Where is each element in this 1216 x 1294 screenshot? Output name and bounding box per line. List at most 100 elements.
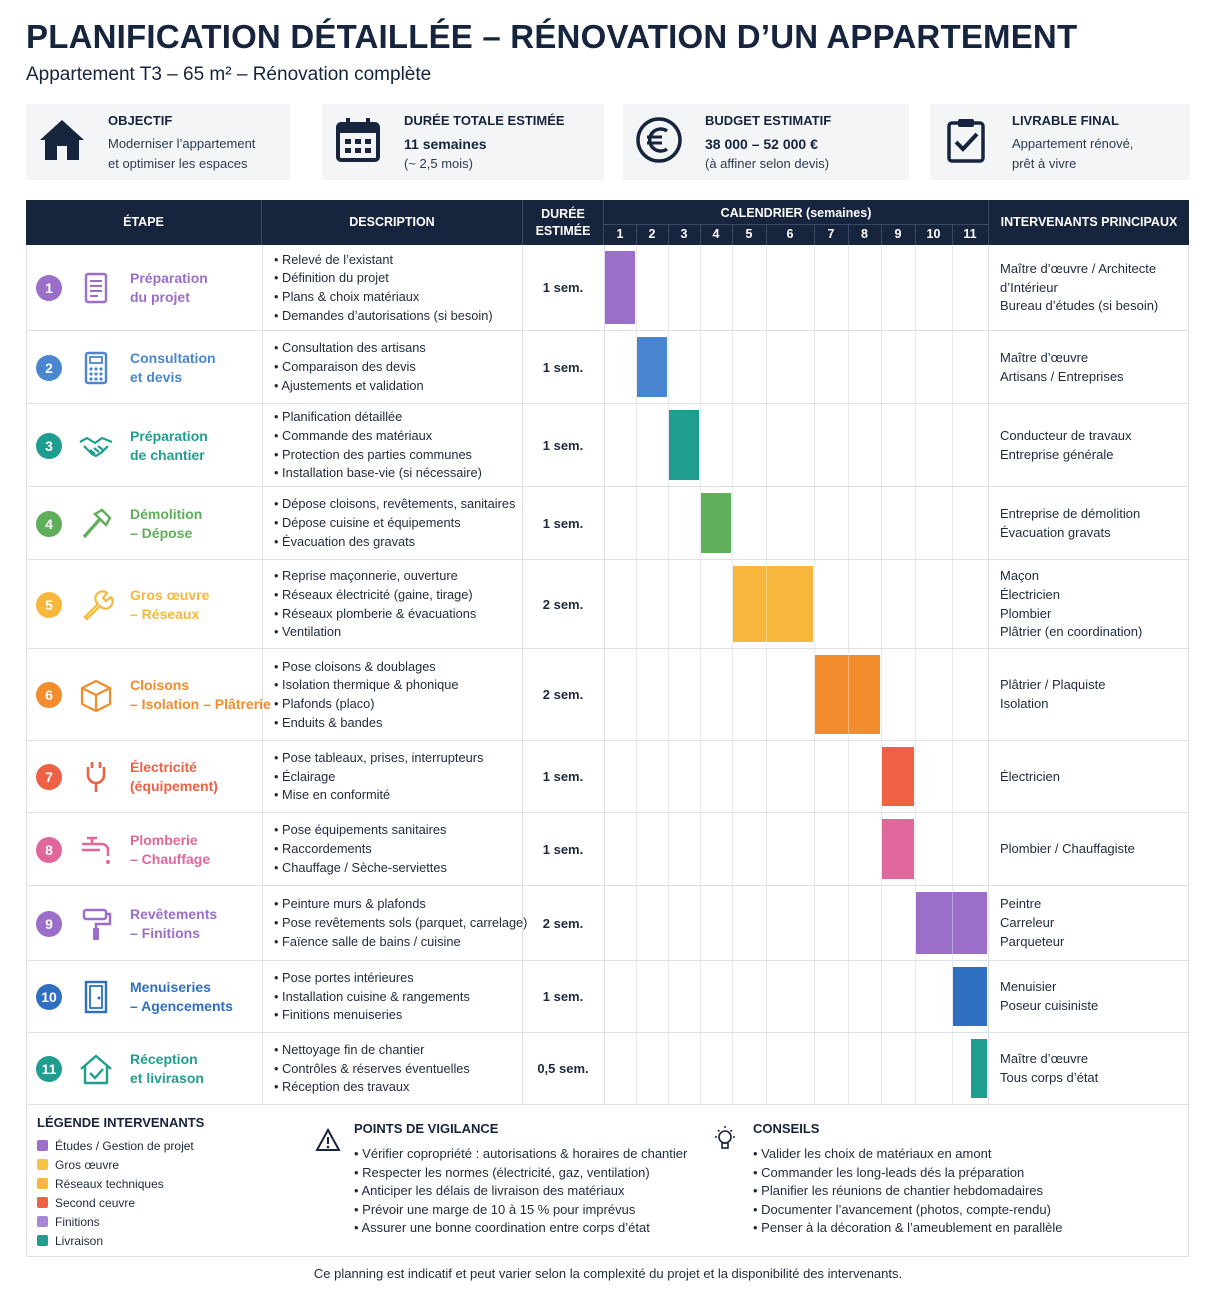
step-name: Préparation de chantier (130, 427, 208, 465)
table-row: 6 Cloisons – Isolation – Plâtrerie • Pose c… (0, 649, 1216, 741)
gantt-bar (605, 251, 635, 324)
step-duration: 1 sem. (542, 769, 584, 784)
step-description: • Pose portes intérieures • Installation … (274, 969, 470, 1025)
step-contractors: Plâtrier / Plaquiste Isolation (1000, 676, 1106, 713)
step-duration: 1 sem. (542, 280, 584, 295)
step-contractors: Électricien (1000, 768, 1060, 787)
week-gridline (952, 245, 953, 1105)
week-gridline (881, 245, 882, 1105)
description-item: • Installation base-vie (si nécessaire) (274, 465, 482, 481)
description-item: • Contrôles & réserves éventuelles (274, 1060, 470, 1076)
description-text: Commande des matériaux (282, 427, 433, 443)
table-header: ÉTAPE DESCRIPTION DURÉE ESTIMÉE CALENDRI… (26, 200, 1189, 245)
step-name: Revêtements – Finitions (130, 905, 217, 943)
description-item: • Pose portes intérieures (274, 969, 414, 985)
description-item: • Protection des parties communes (274, 446, 472, 462)
step-number: 5 (36, 591, 62, 618)
description-item: • Nettoyage fin de chantier (274, 1041, 425, 1057)
step-number: 7 (36, 764, 62, 790)
gantt-bar (882, 819, 914, 879)
row-divider (26, 330, 1189, 331)
week-label: 10 (926, 227, 941, 241)
card-objective: OBJECTIF Moderniser l’appartement et opt… (26, 104, 290, 180)
description-text: Demandes d’autorisations (si besoin) (282, 307, 493, 323)
tips-item: • Documenter l’avancement (photos, compt… (753, 1201, 1051, 1217)
step-duration: 2 sem. (542, 915, 584, 931)
description-item: • Pose équipements sanitaires (274, 822, 447, 838)
contractor-line: Plâtrier (en coordination) (1000, 624, 1143, 640)
house-icon (40, 120, 84, 160)
gantt-bar (916, 892, 987, 954)
card-label: DURÉE TOTALE ESTIMÉE (404, 113, 565, 128)
header-description: DESCRIPTION (349, 215, 435, 230)
wrench-icon (83, 589, 114, 620)
card-line: 38 000 – 52 000 € (705, 136, 818, 152)
description-item: • Définition du projet (274, 270, 389, 286)
page-title: PLANIFICATION DÉTAILLÉE – RÉNOVATION D’U… (26, 18, 1078, 55)
step-duration: 2 sem. (542, 687, 584, 702)
table-row: 2 Consultation et devis • Consultation des … (0, 331, 1216, 404)
gantt-bar (701, 493, 731, 553)
week-gridline (766, 245, 767, 1105)
step-name-line: Préparation (130, 270, 208, 286)
legend-item: Second ceuvre (37, 1196, 135, 1210)
clipboard-check-icon (947, 119, 985, 163)
week-divider (700, 225, 701, 245)
euro-icon (636, 117, 682, 163)
card-duration: DURÉE TOTALE ESTIMÉE 11 semaines (~ 2,5 … (322, 104, 604, 180)
legend-item: Réseaux techniques (37, 1177, 164, 1191)
footer-panel: LÉGENDE INTERVENANTS Études / Gestion de… (26, 1105, 1189, 1257)
description-item: • Finitions menuiseries (274, 1007, 403, 1023)
step-number: 1 (36, 275, 62, 301)
description-item: • Consultation des artisans (274, 340, 426, 356)
step-name-line: Revêtements (130, 905, 218, 922)
contractor-line: Entreprise de démolition (1000, 505, 1141, 521)
calendar-icon (336, 118, 380, 162)
description-item: • Faïence salle de bains / cuisine (274, 933, 461, 949)
description-item: • Dépose cloisons, revêtements, sanitair… (274, 496, 516, 512)
description-item: • Commande des matériaux (274, 427, 433, 443)
description-item: • Chauffage / Sèche-serviettes (274, 859, 447, 875)
step-name: Réception et livirason (130, 1050, 204, 1088)
week-divider (732, 225, 733, 245)
legend-swatch (37, 1159, 48, 1170)
step-name-line: et devis (130, 368, 183, 385)
step-name-line: Gros œuvre (130, 586, 210, 603)
contractor-line: Maître d’œuvre (1000, 1051, 1089, 1067)
step-name-line: (équipement) (130, 778, 218, 794)
description-text: Faïence salle de bains / cuisine (282, 933, 461, 949)
contractor-line: Parqueteur (1000, 933, 1065, 949)
row-divider (26, 885, 1189, 886)
week-divider (814, 225, 815, 245)
gantt-bar (971, 1039, 987, 1098)
contractor-line: Isolation (1000, 696, 1049, 711)
vigilance-item: • Respecter les normes (électricité, gaz… (354, 1164, 650, 1180)
step-number: 10 (36, 984, 62, 1010)
step-duration: 2 sem. (542, 596, 584, 612)
step-name-line: Démolition (130, 505, 203, 522)
row-divider (26, 960, 1189, 961)
legend-label: Finitions (55, 1215, 100, 1229)
table-row: 10 Menuiseries – Agencements • Pose portes … (0, 961, 1216, 1033)
description-item: • Demandes d’autorisations (si besoin) (274, 307, 493, 323)
row-divider (26, 812, 1189, 813)
tips-item: • Commander les long-leads dés la prépar… (753, 1164, 1025, 1180)
contractor-line: Conducteur de travaux (1000, 427, 1132, 443)
header-duration: DURÉE ESTIMÉE (535, 207, 591, 238)
step-name-line: – Agencements (130, 998, 233, 1014)
card-line: et optimiser les espaces (108, 156, 248, 171)
step-name: Menuiseries – Agencements (130, 978, 233, 1016)
legend-label: Gros œuvre (55, 1158, 120, 1172)
description-text: Consultation des artisans (282, 340, 426, 356)
gantt-bar (637, 337, 667, 397)
table-row: 7 Électricité (équipement) • Pose tableaux,… (0, 741, 1216, 813)
description-text: Pose tableaux, prises, interrupteurs (282, 749, 484, 765)
description-item: • Réception des travaux (274, 1079, 410, 1095)
step-name: Démolition – Dépose (130, 505, 202, 543)
vigilance-item: • Anticiper les délais de livraison des … (354, 1183, 625, 1199)
column-divider (988, 245, 989, 1105)
step-number: 3 (36, 432, 62, 459)
contractor-line: Artisans / Entreprises (1000, 368, 1124, 384)
week-divider (881, 225, 882, 245)
description-text: Réception des travaux (282, 1079, 410, 1095)
